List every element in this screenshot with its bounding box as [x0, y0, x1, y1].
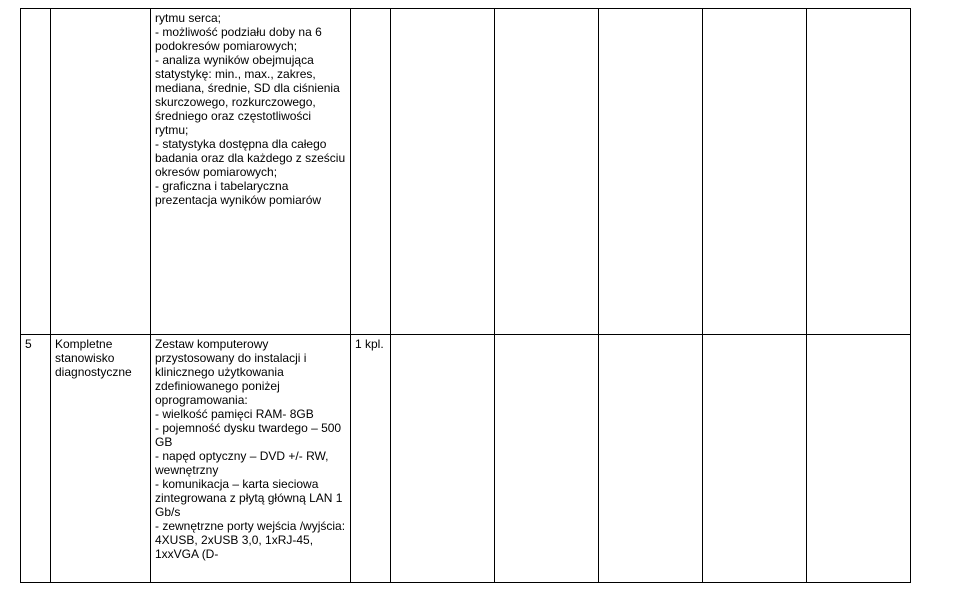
cell-row2-c9 — [807, 335, 911, 583]
cell-row2-title: Kompletne stanowisko diagnostyczne — [51, 335, 151, 583]
cell-row2-num: 5 — [21, 335, 51, 583]
cell-row2-c6 — [495, 335, 599, 583]
document-page: rytmu serca; - możliwość podziału doby n… — [0, 0, 960, 592]
cell-row2-desc: Zestaw komputerowy przystosowany do inst… — [151, 335, 351, 583]
cell-row2-c5 — [391, 335, 495, 583]
cell-row1-qty — [351, 9, 391, 335]
spec-table: rytmu serca; - możliwość podziału doby n… — [20, 8, 911, 583]
cell-row1-c8 — [703, 9, 807, 335]
table-row: 5 Kompletne stanowisko diagnostyczne Zes… — [21, 335, 911, 583]
cell-row1-title — [51, 9, 151, 335]
table-row: rytmu serca; - możliwość podziału doby n… — [21, 9, 911, 335]
cell-row2-c7 — [599, 335, 703, 583]
cell-row1-num — [21, 9, 51, 335]
cell-row1-c9 — [807, 9, 911, 335]
cell-row1-c6 — [495, 9, 599, 335]
cell-row1-desc: rytmu serca; - możliwość podziału doby n… — [151, 9, 351, 335]
cell-row2-qty: 1 kpl. — [351, 335, 391, 583]
cell-row2-c8 — [703, 335, 807, 583]
cell-row1-c5 — [391, 9, 495, 335]
cell-row1-c7 — [599, 9, 703, 335]
